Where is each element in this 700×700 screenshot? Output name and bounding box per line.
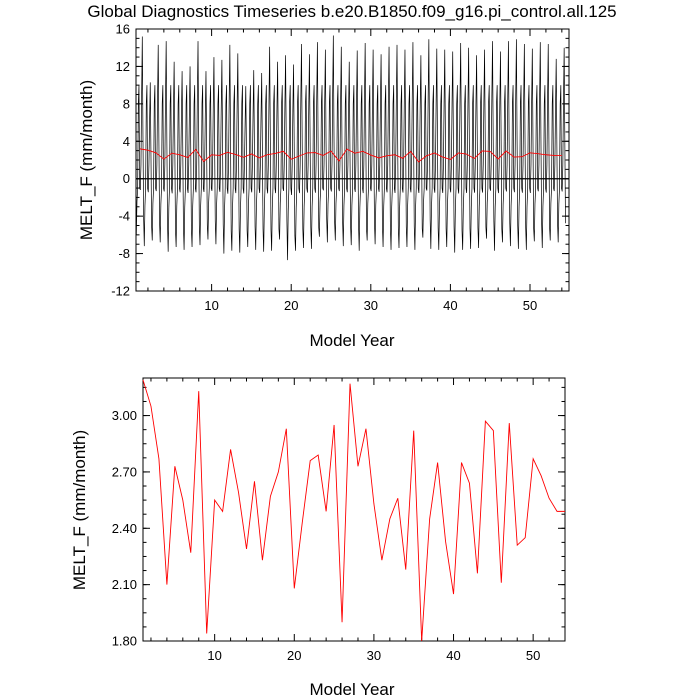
- bottom-x-tick-label: 50: [526, 648, 540, 663]
- top-y-tick-label: 4: [123, 134, 130, 149]
- top-x-tick-label: 10: [204, 298, 218, 313]
- bottom-y-axis-label: MELT_F (mm/month): [70, 430, 89, 590]
- top-monthly-series-line: [135, 35, 566, 261]
- top-y-tick-label: -8: [118, 246, 130, 261]
- bottom-y-tick-label: 1.80: [112, 634, 137, 649]
- top-x-tick-label: 20: [284, 298, 298, 313]
- top-y-tick-label: -12: [111, 284, 130, 299]
- top-y-tick-label: 0: [123, 171, 130, 186]
- top-y-tick-label: -4: [118, 209, 130, 224]
- top-x-axis-label: Model Year: [309, 331, 394, 350]
- bottom-y-tick-label: 3.00: [112, 408, 137, 423]
- bottom-annual-mean-line: [142, 379, 565, 642]
- bottom-y-tick-label: 2.10: [112, 577, 137, 592]
- top-x-tick-label: 40: [443, 298, 457, 313]
- top-x-tick-label: 50: [523, 298, 537, 313]
- bottom-plot-area: 10 20 30 40 50 1.80 2.10 2.40 2.70 3.00: [112, 377, 566, 663]
- bottom-panel: 10 20 30 40 50 1.80 2.10 2.40 2.70 3.00 Model Yea…: [70, 377, 566, 699]
- bottom-plot-frame: [142, 377, 566, 642]
- top-y-tick-label: 12: [116, 59, 130, 74]
- top-plot-area: 10 20 30 40 50 -12 -8 -4 0 4 8 12 16: [111, 22, 570, 313]
- bottom-x-tick-label: 40: [446, 648, 460, 663]
- bottom-x-axis-label: Model Year: [309, 680, 394, 699]
- top-y-tick-label: 16: [116, 22, 130, 37]
- bottom-x-tick-label: 30: [367, 648, 381, 663]
- bottom-y-tick-label: 2.70: [112, 464, 137, 479]
- chart-title: Global Diagnostics Timeseries b.e20.B185…: [87, 2, 616, 21]
- bottom-x-tick-label: 20: [287, 648, 301, 663]
- top-annual-mean-line: [139, 148, 562, 163]
- bottom-x-tick-label: 10: [207, 648, 221, 663]
- top-panel: Global Diagnostics Timeseries b.e20.B185…: [77, 2, 617, 350]
- top-y-tick-label: 8: [123, 96, 130, 111]
- top-x-tick-label: 30: [364, 298, 378, 313]
- bottom-y-tick-label: 2.40: [112, 521, 137, 536]
- top-y-axis-label: MELT_F (mm/month): [77, 80, 96, 240]
